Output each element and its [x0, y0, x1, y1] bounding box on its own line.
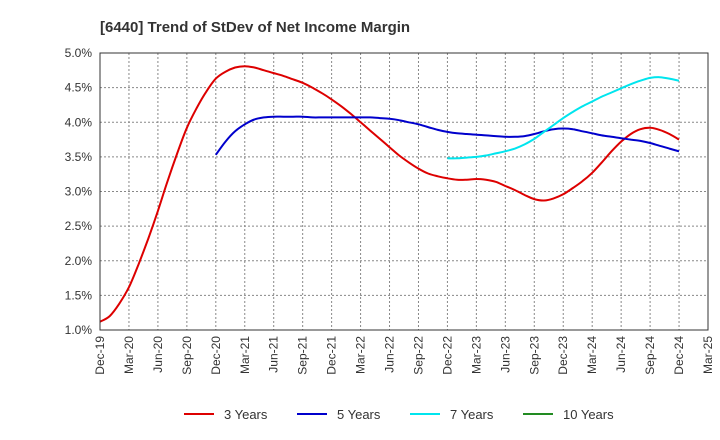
series-line-3-years — [99, 65, 680, 323]
x-tick-label: Sep-23 — [527, 336, 541, 375]
legend-label-5-years: 5 Years — [337, 407, 381, 422]
x-tick-label: Dec-21 — [325, 336, 339, 375]
x-tick-label: Sep-24 — [643, 336, 657, 375]
grid — [99, 52, 709, 331]
plot-frame — [99, 52, 709, 331]
y-tick-label: 4.5% — [65, 81, 93, 95]
legend: 3 Years 5 Years 7 Years 10 Years — [184, 407, 614, 422]
x-tick-label: Sep-21 — [296, 336, 310, 375]
legend-label-10-years: 10 Years — [563, 407, 614, 422]
y-tick-label: 4.0% — [65, 115, 93, 129]
y-tick-label: 1.0% — [65, 323, 93, 337]
x-tick-label: Dec-23 — [556, 336, 570, 375]
legend-label-7-years: 7 Years — [450, 407, 494, 422]
series-line-7-years — [447, 76, 680, 160]
x-tick-label: Jun-24 — [614, 336, 628, 373]
x-tick-label: Mar-25 — [701, 336, 715, 374]
y-tick-label: 2.5% — [65, 219, 93, 233]
x-tick-label: Mar-24 — [585, 336, 599, 374]
y-tick-label: 5.0% — [65, 46, 93, 60]
x-tick-label: Mar-20 — [122, 336, 136, 374]
x-tick-label: Jun-21 — [267, 336, 281, 373]
x-tick-label: Dec-19 — [93, 336, 107, 375]
x-tick-label: Jun-23 — [498, 336, 512, 373]
x-tick-label: Mar-23 — [469, 336, 483, 374]
series-line-5-years — [214, 115, 680, 156]
x-axis-ticks: Dec-19 Mar-20 Jun-20 Sep-20 Dec-20 Mar-21 Jun-… — [93, 336, 715, 375]
x-tick-label: Dec-22 — [440, 336, 454, 375]
x-tick-label: Sep-20 — [180, 336, 194, 375]
y-tick-label: 1.5% — [65, 288, 93, 302]
x-tick-label: Mar-22 — [354, 336, 368, 374]
x-tick-label: Jun-20 — [151, 336, 165, 373]
y-tick-label: 3.5% — [65, 150, 93, 164]
x-tick-label: Jun-22 — [383, 336, 397, 373]
chart-title: [6440] Trend of StDev of Net Income Marg… — [100, 19, 410, 36]
y-tick-label: 3.0% — [65, 185, 93, 199]
x-tick-label: Dec-24 — [672, 336, 686, 375]
x-tick-label: Sep-22 — [411, 336, 425, 375]
series-lines — [99, 65, 680, 323]
x-tick-label: Mar-21 — [238, 336, 252, 374]
y-axis-ticks: 1.0% 1.5% 2.0% 2.5% 3.0% 3.5% 4.0% 4.5% 5.0% — [65, 46, 93, 337]
legend-label-3-years: 3 Years — [224, 407, 268, 422]
x-tick-label: Dec-20 — [209, 336, 223, 375]
y-tick-label: 2.0% — [65, 254, 93, 268]
